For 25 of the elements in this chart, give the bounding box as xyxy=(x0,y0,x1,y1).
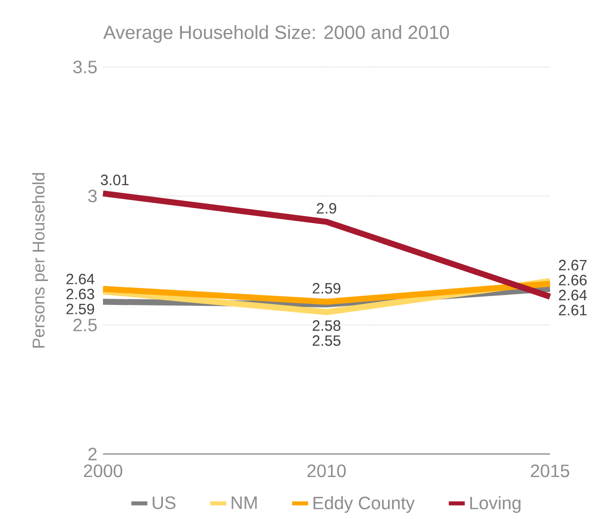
data-label: 2.63 xyxy=(66,288,94,300)
x-tick-label: 2015 xyxy=(530,464,570,478)
y-tick-label: 3 xyxy=(88,190,97,202)
data-label: 2.66 xyxy=(558,274,587,286)
y-tick-label: 3.5 xyxy=(73,60,97,74)
y-tick-label: 2.5 xyxy=(73,318,97,332)
x-tick-label: 2010 xyxy=(307,464,346,478)
legend-label: US xyxy=(152,496,176,510)
data-label: 2.59 xyxy=(66,304,94,314)
legend-label: Loving xyxy=(470,496,520,513)
data-label: 2.55 xyxy=(312,335,340,346)
data-label: 2.64 xyxy=(558,290,587,300)
data-label: 2.59 xyxy=(312,282,340,294)
x-tick-label: 2000 xyxy=(84,464,122,478)
legend-label: NM xyxy=(232,496,257,509)
data-label: 2.61 xyxy=(558,304,587,316)
data-label: 2.64 xyxy=(66,274,94,284)
data-label: 2.58 xyxy=(312,320,340,331)
data-label: 2.67 xyxy=(558,260,587,270)
y-axis-title: Persons per Household xyxy=(32,173,48,348)
data-label: 2.9 xyxy=(316,203,336,214)
legend-label: Eddy County xyxy=(314,496,415,513)
y-tick-label: 2 xyxy=(88,448,97,460)
data-label: 3.01 xyxy=(100,174,129,186)
chart-title: Average Household Size: 2000 and 2010 xyxy=(103,25,449,43)
